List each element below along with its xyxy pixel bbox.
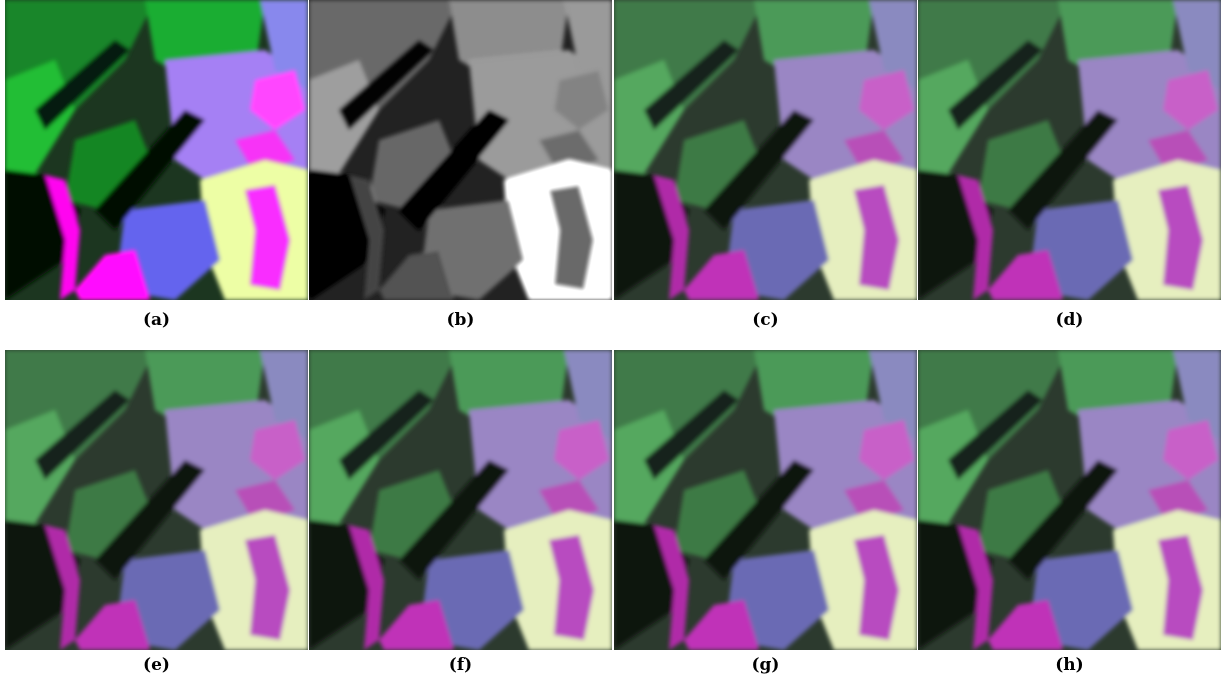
figure: (a)(b)(c)(d) (e)(f)(g)(h)	[0, 0, 1222, 687]
satellite-image	[614, 350, 917, 650]
subfigure-caption: (g)	[614, 655, 917, 675]
satellite-image	[918, 350, 1221, 650]
subfigure-caption: (c)	[614, 310, 917, 330]
subfigure-caption: (b)	[309, 310, 612, 330]
satellite-image	[614, 0, 917, 300]
satellite-image	[5, 350, 308, 650]
subfigure-caption: (f)	[309, 655, 612, 675]
satellite-image	[309, 350, 612, 650]
satellite-image	[918, 0, 1221, 300]
subfigure-caption: (a)	[5, 310, 308, 330]
satellite-image	[5, 0, 308, 300]
subfigure-caption: (h)	[918, 655, 1221, 675]
subfigure-caption: (d)	[918, 310, 1221, 330]
satellite-image	[309, 0, 612, 300]
subfigure-caption: (e)	[5, 655, 308, 675]
